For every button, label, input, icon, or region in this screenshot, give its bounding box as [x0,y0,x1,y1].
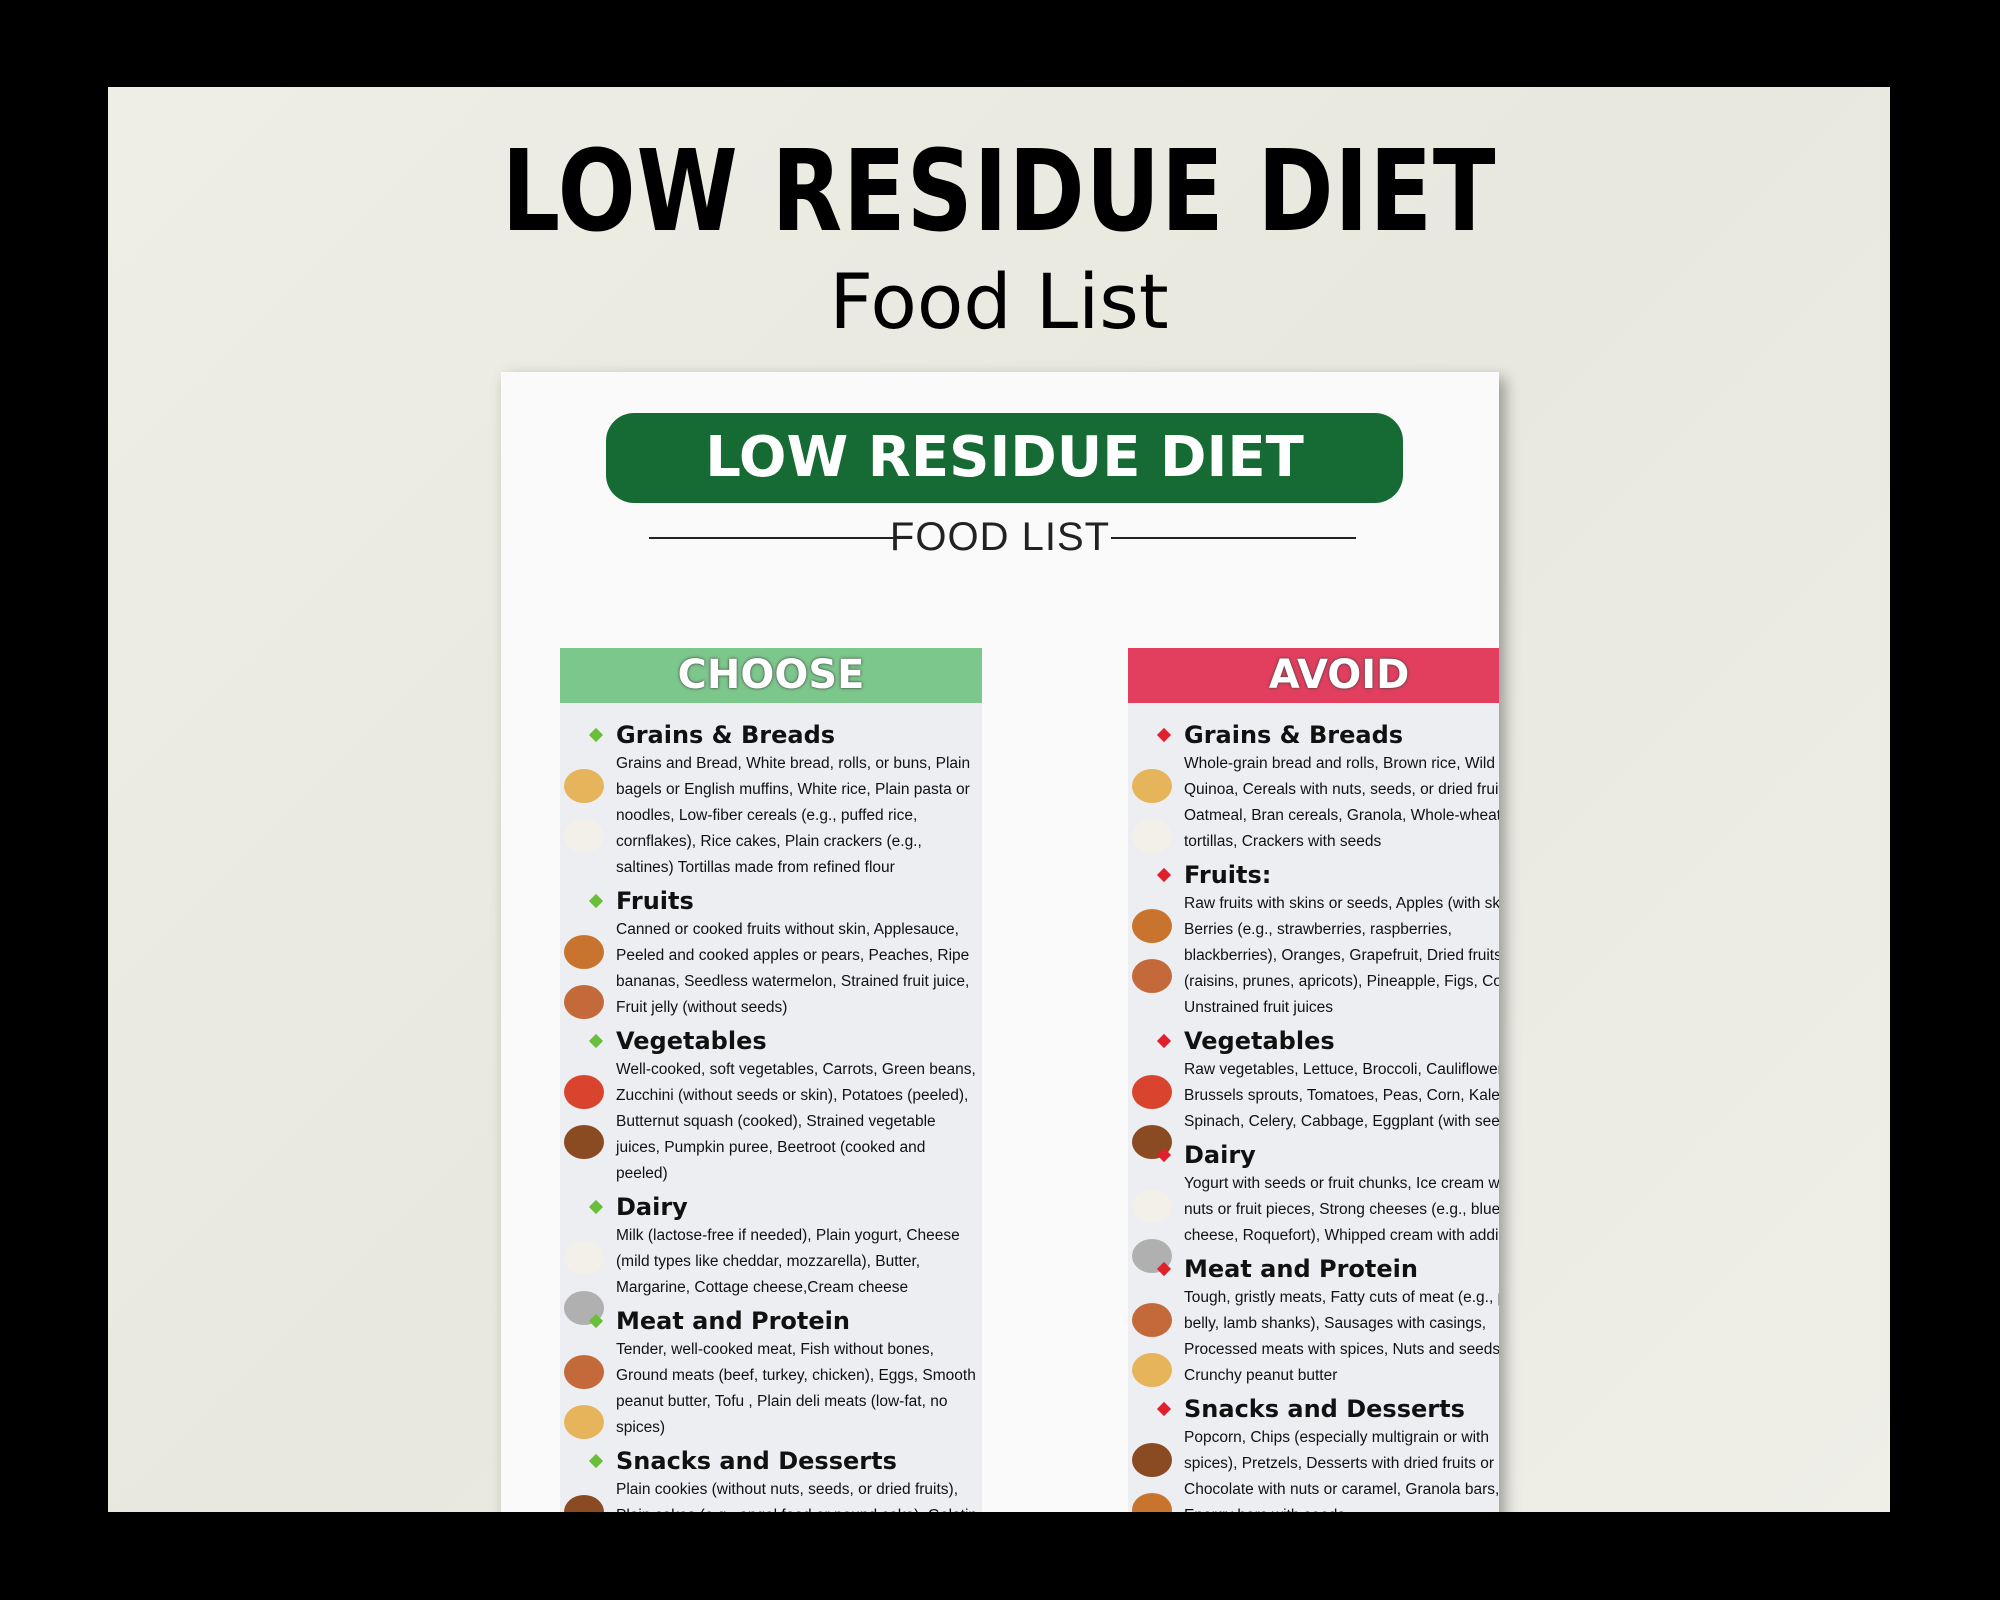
food-icon [1132,959,1172,993]
column-header: CHOOSE [560,648,982,703]
column-body: Grains & Breads Whole-grain bread and rol… [1128,703,1499,1512]
section: Vegetables Well-cooked, soft vegetables, … [564,1025,978,1187]
section-text: Raw fruits with skins or seeds, Apples (… [1184,895,1499,1016]
section: Dairy Yogurt with seeds or fruit chunks, … [1132,1139,1499,1273]
section: Dairy Milk (lactose-free if needed), Plai… [564,1191,978,1325]
food-icon [564,1355,604,1389]
frame: LOW RESIDUE DIET Food List LOW RESIDUE D… [108,87,1890,1512]
section-text: Popcorn, Chips (especially multigrain or… [1184,1429,1499,1512]
divider [649,537,894,539]
food-icon [1132,1303,1172,1337]
column: AVOID Grains & Breads Whole-grain bread an… [1128,648,1499,1512]
section: Fruits: Raw fruits with skins or seeds, A… [1132,859,1499,1021]
section: Grains & Breads Whole-grain bread and rol… [1132,719,1499,855]
food-icon [564,985,604,1019]
section-text: Well-cooked, soft vegetables, Carrots, G… [616,1061,976,1182]
section-text: Grains and Bread, White bread, rolls, or… [616,755,971,876]
food-icon [1132,819,1172,853]
food-icon [564,819,604,853]
poster-title: LOW RESIDUE DIET [606,413,1403,503]
title: LOW RESIDUE DIET [501,127,1497,257]
section: Grains & Breads Grains and Bread, White b… [564,719,978,881]
section-heading: Fruits: [1184,859,1499,891]
section: Snacks and Desserts Popcorn, Chips (espec… [1132,1393,1499,1512]
section-text: Tough, gristly meats, Fatty cuts of meat… [1184,1289,1499,1384]
column-body: Grains & Breads Grains and Bread, White b… [560,703,982,1512]
section: Meat and Protein Tender, well-cooked meat… [564,1305,978,1441]
section-heading: Vegetables [1184,1025,1499,1057]
food-icon [1132,1443,1172,1477]
food-icon [1132,909,1172,943]
section-text: Canned or cooked fruits without skin, Ap… [616,921,970,1016]
section-heading: Grains & Breads [1184,719,1499,751]
section: Fruits Canned or cooked fruits without sk… [564,885,978,1021]
section: Snacks and Desserts Plain cookies (withou… [564,1445,978,1512]
food-icon [564,769,604,803]
food-icon [564,1241,604,1275]
food-icon [564,1405,604,1439]
section-heading: Dairy [616,1191,978,1223]
section-heading: Dairy [1184,1139,1499,1171]
section-heading: Fruits [616,885,978,917]
food-icon [564,935,604,969]
section-heading: Vegetables [616,1025,978,1057]
food-icon [1132,1353,1172,1387]
food-icon [564,1495,604,1512]
section-text: Milk (lactose-free if needed), Plain yog… [616,1227,960,1296]
section-heading: Snacks and Desserts [1184,1393,1499,1425]
poster: LOW RESIDUE DIET FOOD LIST CHOOSE Grains … [501,372,1499,1512]
column-header: AVOID [1128,648,1499,703]
food-icon [1132,1493,1172,1512]
section-text: Whole-grain bread and rolls, Brown rice,… [1184,755,1499,850]
food-icon [1132,1189,1172,1223]
section-text: Yogurt with seeds or fruit chunks, Ice c… [1184,1175,1499,1244]
food-icon [564,1075,604,1109]
poster-subtitle: FOOD LIST [889,515,1111,559]
food-icon [564,1125,604,1159]
section-text: Tender, well-cooked meat, Fish without b… [616,1341,976,1436]
column: CHOOSE Grains & Breads Grains and Bread, W… [560,648,982,1512]
section: Vegetables Raw vegetables, Lettuce, Brocc… [1132,1025,1499,1159]
section-heading: Snacks and Desserts [616,1445,978,1477]
section-text: Raw vegetables, Lettuce, Broccoli, Cauli… [1184,1061,1499,1130]
section: Meat and Protein Tough, gristly meats, Fa… [1132,1253,1499,1389]
section-heading: Meat and Protein [1184,1253,1499,1285]
section-heading: Grains & Breads [616,719,978,751]
section-heading: Meat and Protein [616,1305,978,1337]
divider [1111,537,1356,539]
subtitle: Food List [829,257,1169,346]
food-icon [1132,769,1172,803]
food-icon [1132,1075,1172,1109]
section-text: Plain cookies (without nuts, seeds, or d… [616,1481,977,1512]
